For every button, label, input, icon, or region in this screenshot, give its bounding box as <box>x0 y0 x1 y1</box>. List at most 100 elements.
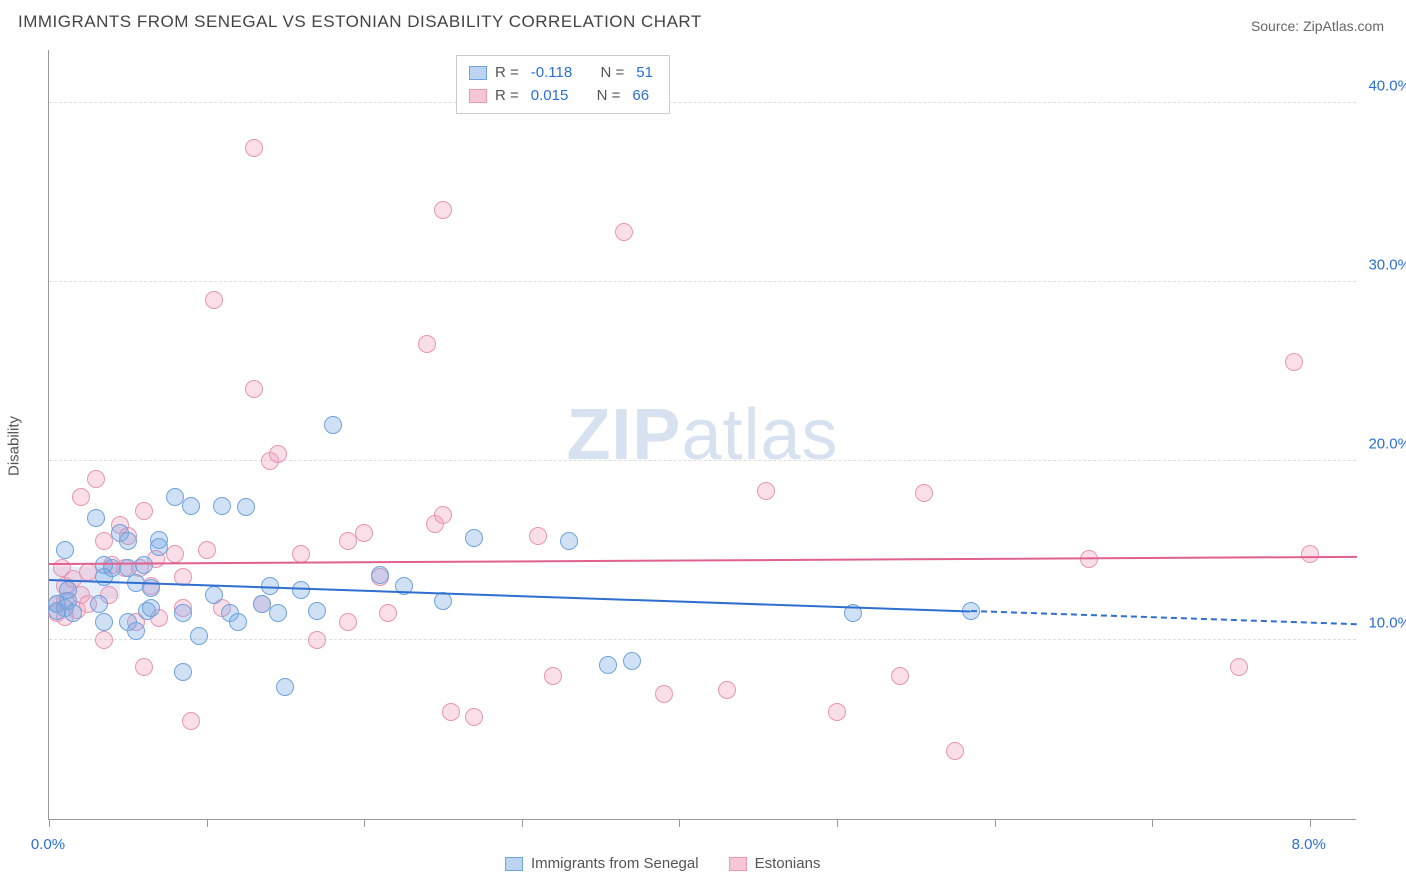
legend-n-value: 66 <box>632 85 649 108</box>
y-axis-title: Disability <box>6 416 23 476</box>
data-point <box>379 604 397 622</box>
legend-item: Immigrants from Senegal <box>505 855 699 872</box>
data-point <box>182 497 200 515</box>
data-point <box>119 532 137 550</box>
x-tick <box>1310 819 1311 827</box>
data-point <box>87 470 105 488</box>
data-point <box>135 658 153 676</box>
x-tick <box>207 819 208 827</box>
data-point <box>1285 353 1303 371</box>
x-tick-label: 0.0% <box>31 836 65 853</box>
data-point <box>190 627 208 645</box>
watermark-zip: ZIP <box>566 395 681 475</box>
data-point <box>269 604 287 622</box>
x-tick-label: 8.0% <box>1292 836 1326 853</box>
data-point <box>655 685 673 703</box>
data-point <box>465 529 483 547</box>
y-tick-label: 40.0% <box>1368 77 1406 94</box>
data-point <box>560 532 578 550</box>
legend-r-value: 0.015 <box>531 85 569 108</box>
data-point <box>292 545 310 563</box>
data-point <box>1080 550 1098 568</box>
legend-r-label: R = <box>495 62 519 85</box>
data-point <box>276 678 294 696</box>
data-point <box>95 613 113 631</box>
data-point <box>142 599 160 617</box>
data-point <box>623 652 641 670</box>
x-tick <box>679 819 680 827</box>
legend-swatch <box>469 66 487 80</box>
data-point <box>150 538 168 556</box>
data-point <box>828 703 846 721</box>
legend-n-value: 51 <box>636 62 653 85</box>
gridline <box>49 281 1356 282</box>
data-point <box>355 524 373 542</box>
data-point <box>418 335 436 353</box>
legend-series-name: Immigrants from Senegal <box>531 855 699 872</box>
data-point <box>127 622 145 640</box>
data-point <box>205 586 223 604</box>
data-point <box>95 631 113 649</box>
data-point <box>339 613 357 631</box>
data-point <box>166 545 184 563</box>
data-point <box>615 223 633 241</box>
data-point <box>915 484 933 502</box>
x-tick <box>837 819 838 827</box>
data-point <box>544 667 562 685</box>
data-point <box>371 566 389 584</box>
x-tick <box>995 819 996 827</box>
data-point <box>465 708 483 726</box>
chart-title: IMMIGRANTS FROM SENEGAL VS ESTONIAN DISA… <box>18 12 702 32</box>
series-legend: Immigrants from Senegal Estonians <box>505 855 820 872</box>
data-point <box>1230 658 1248 676</box>
legend-row: R = 0.015 N = 66 <box>469 85 657 108</box>
x-tick <box>49 819 50 827</box>
data-point <box>56 541 74 559</box>
data-point <box>891 667 909 685</box>
gridline <box>49 460 1356 461</box>
data-point <box>72 488 90 506</box>
legend-r-label: R = <box>495 85 519 108</box>
legend-n-label: N = <box>601 62 625 85</box>
legend-swatch <box>729 857 747 871</box>
x-tick <box>522 819 523 827</box>
data-point <box>135 502 153 520</box>
data-point <box>213 497 231 515</box>
data-point <box>59 581 77 599</box>
legend-n-label: N = <box>597 85 621 108</box>
legend-swatch <box>469 89 487 103</box>
data-point <box>237 498 255 516</box>
y-tick-label: 20.0% <box>1368 435 1406 452</box>
legend-series-name: Estonians <box>755 855 821 872</box>
y-tick-label: 30.0% <box>1368 256 1406 273</box>
watermark: ZIPatlas <box>566 394 838 476</box>
correlation-chart: IMMIGRANTS FROM SENEGAL VS ESTONIAN DISA… <box>0 0 1406 892</box>
data-point <box>718 681 736 699</box>
data-point <box>198 541 216 559</box>
y-tick-label: 10.0% <box>1368 614 1406 631</box>
gridline <box>49 102 1356 103</box>
data-point <box>529 527 547 545</box>
data-point <box>135 556 153 574</box>
legend-row: R =-0.118 N =51 <box>469 62 657 85</box>
data-point <box>245 380 263 398</box>
data-point <box>205 291 223 309</box>
data-point <box>308 631 326 649</box>
data-point <box>757 482 775 500</box>
source-attribution: Source: ZipAtlas.com <box>1251 18 1384 34</box>
data-point <box>64 604 82 622</box>
x-tick <box>364 819 365 827</box>
data-point <box>229 613 247 631</box>
data-point <box>245 139 263 157</box>
x-tick <box>1152 819 1153 827</box>
data-point <box>174 663 192 681</box>
data-point <box>90 595 108 613</box>
data-point <box>324 416 342 434</box>
watermark-atlas: atlas <box>681 395 838 475</box>
data-point <box>87 509 105 527</box>
data-point <box>1301 545 1319 563</box>
trend-line <box>971 610 1357 625</box>
trend-line <box>49 556 1357 565</box>
data-point <box>442 703 460 721</box>
data-point <box>308 602 326 620</box>
